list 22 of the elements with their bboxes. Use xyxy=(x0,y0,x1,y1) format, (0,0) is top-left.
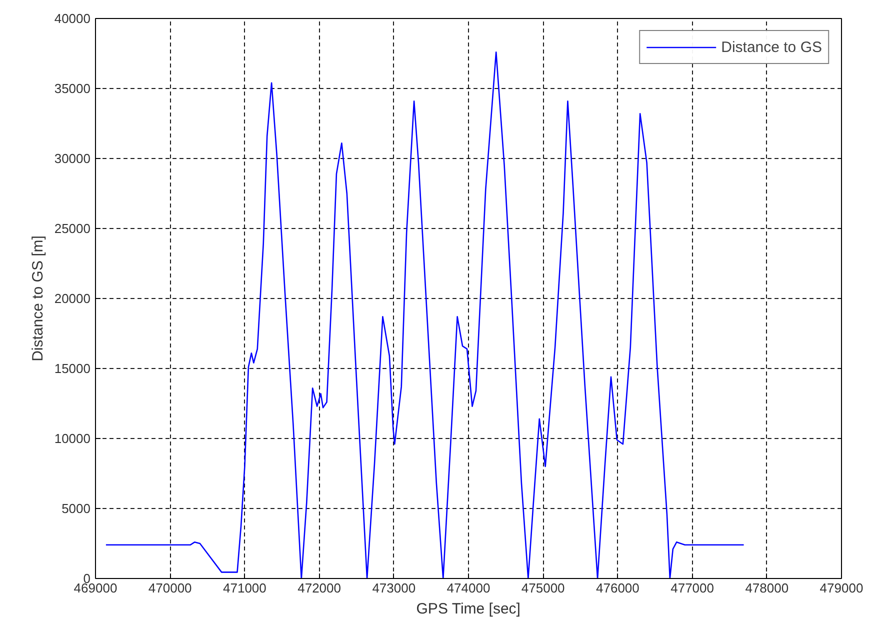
x-tick-label: 474000 xyxy=(446,580,490,596)
x-tick-label: 473000 xyxy=(372,580,416,596)
y-tick-label: 40000 xyxy=(54,11,91,26)
legend-label: Distance to GS xyxy=(721,38,822,56)
x-tick-label: 471000 xyxy=(223,580,266,596)
y-axis-title: Distance to GS [m] xyxy=(29,236,46,362)
y-tick-label: 20000 xyxy=(54,291,91,306)
x-tick-label: 470000 xyxy=(148,580,192,596)
x-axis-title: GPS Time [sec] xyxy=(416,600,520,618)
x-tick-label: 477000 xyxy=(670,580,714,596)
x-tick-label: 478000 xyxy=(745,580,789,596)
y-tick-label: 35000 xyxy=(54,81,91,96)
x-tick-label: 472000 xyxy=(298,580,341,596)
y-tick-label: 25000 xyxy=(54,221,91,236)
x-tick-label: 475000 xyxy=(521,580,565,596)
y-tick-label: 5000 xyxy=(62,501,90,516)
y-tick-label: 15000 xyxy=(54,361,91,376)
x-tick-label: 476000 xyxy=(596,580,640,596)
x-tick-label: 479000 xyxy=(820,580,864,596)
line-series xyxy=(105,51,744,578)
y-tick-label: 30000 xyxy=(54,151,91,166)
y-tick-label: 10000 xyxy=(54,431,91,446)
